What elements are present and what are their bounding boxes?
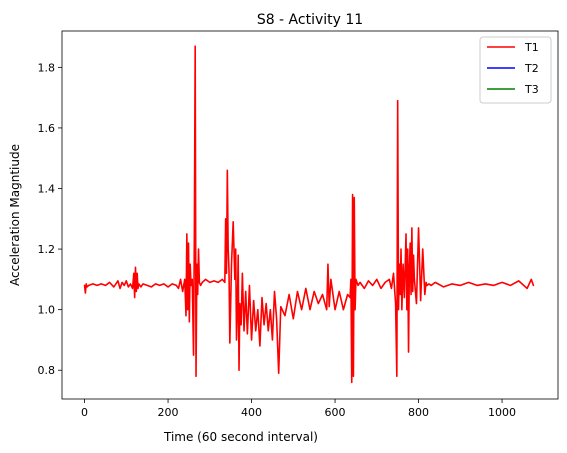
series-layer xyxy=(83,45,535,384)
x-tick-label: 400 xyxy=(241,406,262,419)
chart-title: S8 - Activity 11 xyxy=(257,12,363,28)
y-axis: 0.8 1.0 1.2 1.4 1.6 1.8 xyxy=(38,61,62,377)
y-tick-label: 1.0 xyxy=(38,304,56,317)
y-tick-label: 1.8 xyxy=(38,61,56,74)
legend: T1 T2 T3 xyxy=(479,36,552,104)
plot-frame xyxy=(61,30,559,400)
legend-label-t2: T2 xyxy=(524,62,539,75)
x-tick-label: 200 xyxy=(158,406,179,419)
x-tick-label: 800 xyxy=(408,406,429,419)
y-axis-label: Acceleration Magntiude xyxy=(8,144,22,286)
x-axis-label: Time (60 second interval) xyxy=(163,430,318,444)
x-tick-label: 600 xyxy=(325,406,346,419)
legend-frame xyxy=(479,36,552,104)
y-tick-label: 1.6 xyxy=(38,122,56,135)
legend-label-t1: T1 xyxy=(524,41,539,54)
y-tick-label: 1.4 xyxy=(38,182,56,195)
x-tick-label: 0 xyxy=(81,406,88,419)
legend-label-t3: T3 xyxy=(524,83,539,96)
series-line-t1 xyxy=(83,45,535,384)
x-tick-label: 1000 xyxy=(488,406,516,419)
plot-background xyxy=(62,31,558,399)
x-axis: 0 200 400 600 800 1000 xyxy=(81,399,516,419)
y-tick-label: 1.2 xyxy=(38,243,56,256)
plot-area xyxy=(61,30,559,400)
y-tick-label: 0.8 xyxy=(38,364,56,377)
